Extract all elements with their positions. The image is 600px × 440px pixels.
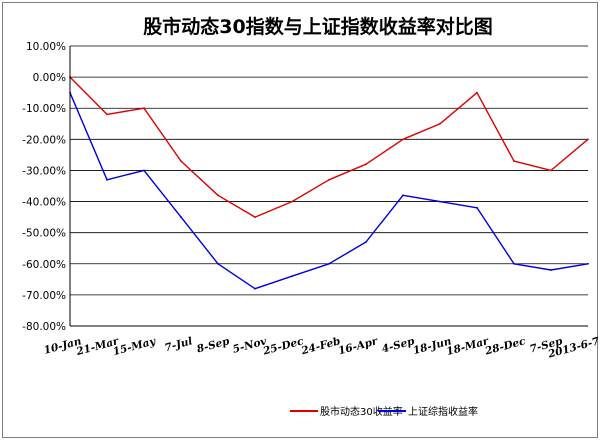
series-1-point <box>476 91 478 94</box>
x-tick-label: 7-Jul <box>163 335 193 354</box>
series-line-2 <box>69 92 589 290</box>
series-2-point <box>439 200 441 203</box>
series-2-point <box>106 178 108 181</box>
x-tick-label: 24-Feb <box>299 335 342 357</box>
series-2-point <box>180 216 182 219</box>
series-2-point <box>513 262 515 265</box>
x-tick-label: 25-Dec <box>261 335 305 358</box>
legend-label-series-1: 股市动态30收益率 <box>320 405 403 418</box>
y-tick-label: 10.00% <box>26 41 66 53</box>
series-1-point <box>550 169 552 172</box>
y-tick-label: -70.00% <box>22 290 66 302</box>
y-tick-label: -30.00% <box>22 165 66 177</box>
x-tick-label: 15-May <box>112 335 158 358</box>
series-1-point <box>254 216 256 219</box>
x-tick-label: 8-Sep <box>196 335 232 355</box>
y-tick-label: -40.00% <box>22 197 66 209</box>
series-1-point <box>106 113 108 116</box>
series-2-point <box>254 287 256 290</box>
y-tick-label: -60.00% <box>22 259 66 271</box>
series-1-point <box>513 160 515 163</box>
y-axis-ticks: 10.00% 0.00% -10.00% -20.00% -30.00% -40.00% -… <box>22 41 66 333</box>
series-2-point <box>365 241 367 243</box>
legend: 股市动态30收益率 上证综指收益率 <box>290 405 478 418</box>
series-2-point <box>143 169 145 172</box>
y-tick-label: 0.00% <box>33 72 66 84</box>
y-tick-label: -50.00% <box>22 228 66 240</box>
grid <box>70 45 588 327</box>
y-tick-label: -10.00% <box>22 103 66 115</box>
chart-title: 股市动态30指数与上证指数收益率对比图 <box>143 15 492 38</box>
series-2-point <box>550 269 552 271</box>
y-tick-label: -20.00% <box>22 134 66 146</box>
series-1-point <box>143 107 145 110</box>
series-2-point <box>291 275 293 278</box>
series-2-point <box>587 262 589 265</box>
series-2-point <box>217 262 219 265</box>
series-layer <box>69 76 589 290</box>
series-1-point <box>328 178 330 181</box>
series-2-point <box>402 194 404 197</box>
series-1-point <box>439 122 441 125</box>
series-1-point <box>365 163 367 166</box>
x-tick-label: 28-Dec <box>483 335 527 358</box>
series-2-point <box>476 206 478 209</box>
series-2-point <box>328 262 330 265</box>
series-1-point <box>180 160 182 163</box>
legend-label-series-2: 上证综指收益率 <box>408 405 478 418</box>
x-tick-label: 16-Apr <box>337 335 380 357</box>
series-1-point <box>217 194 219 197</box>
series-1-point <box>402 138 404 141</box>
series-1-point <box>587 138 589 141</box>
y-tick-label: -80.00% <box>22 321 66 333</box>
series-line-1 <box>69 76 589 218</box>
series-1-point <box>291 200 293 203</box>
